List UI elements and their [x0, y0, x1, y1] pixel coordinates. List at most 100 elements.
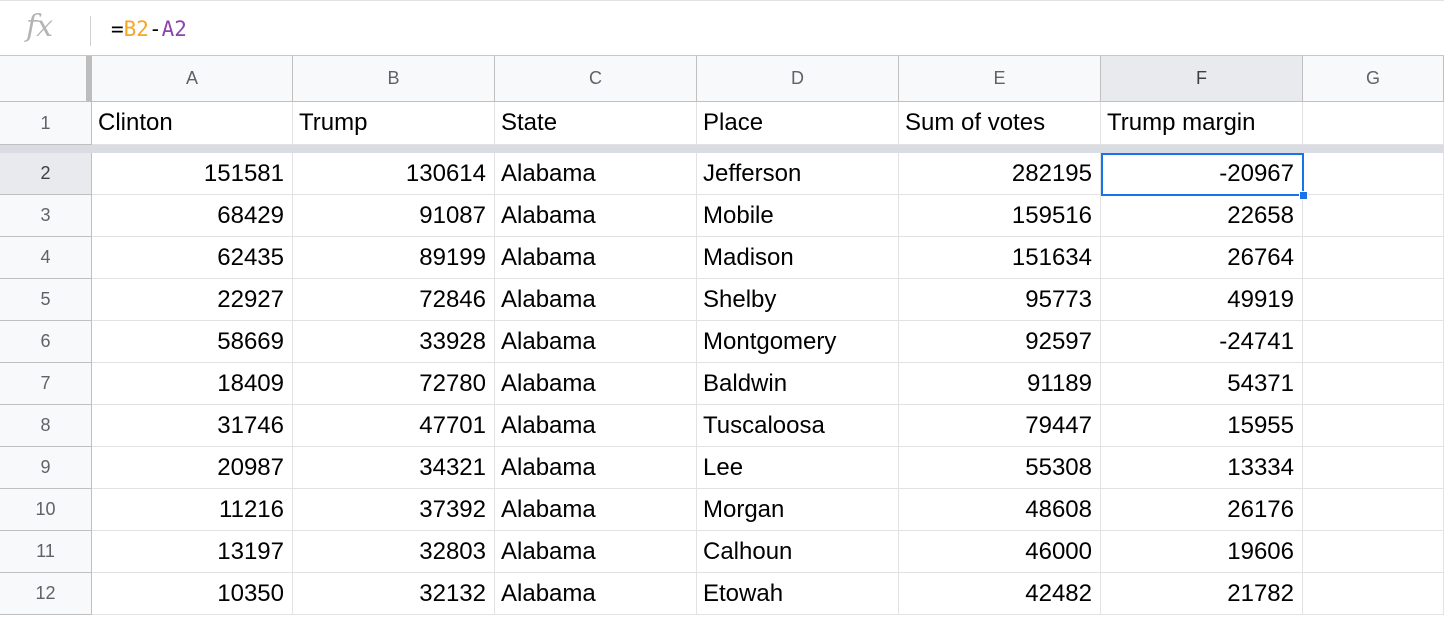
- table-cell[interactable]: Alabama: [495, 237, 697, 279]
- table-cell[interactable]: 159516: [899, 195, 1101, 237]
- table-cell[interactable]: [1303, 447, 1444, 489]
- table-cell[interactable]: 72780: [293, 363, 495, 405]
- row-header-5[interactable]: 5: [0, 279, 92, 321]
- table-cell[interactable]: 13197: [92, 531, 293, 573]
- table-cell[interactable]: [1303, 279, 1444, 321]
- table-cell[interactable]: 48608: [899, 489, 1101, 531]
- table-cell[interactable]: 91087: [293, 195, 495, 237]
- table-cell[interactable]: 33928: [293, 321, 495, 363]
- table-cell[interactable]: 62435: [92, 237, 293, 279]
- table-cell[interactable]: 15955: [1101, 405, 1303, 447]
- table-cell[interactable]: 22927: [92, 279, 293, 321]
- row-header-4[interactable]: 4: [0, 237, 92, 279]
- table-cell[interactable]: 46000: [899, 531, 1101, 573]
- table-cell[interactable]: Mobile: [697, 195, 899, 237]
- table-cell[interactable]: 68429: [92, 195, 293, 237]
- column-header-a[interactable]: A: [92, 56, 293, 102]
- table-cell[interactable]: Alabama: [495, 195, 697, 237]
- table-cell[interactable]: Alabama: [495, 321, 697, 363]
- table-cell[interactable]: 58669: [92, 321, 293, 363]
- table-cell[interactable]: Morgan: [697, 489, 899, 531]
- table-cell[interactable]: Alabama: [495, 405, 697, 447]
- row-header-8[interactable]: 8: [0, 405, 92, 447]
- table-cell[interactable]: 42482: [899, 573, 1101, 615]
- row-header-7[interactable]: 7: [0, 363, 92, 405]
- table-cell[interactable]: Shelby: [697, 279, 899, 321]
- table-cell[interactable]: 89199: [293, 237, 495, 279]
- table-cell[interactable]: 95773: [899, 279, 1101, 321]
- column-header-b[interactable]: B: [293, 56, 495, 102]
- header-cell[interactable]: Trump: [293, 102, 495, 145]
- table-cell[interactable]: 54371: [1101, 363, 1303, 405]
- table-cell[interactable]: 151581: [92, 153, 293, 195]
- row-header-1[interactable]: 1: [0, 102, 92, 145]
- row-header-12[interactable]: 12: [0, 573, 92, 615]
- select-all-corner[interactable]: [0, 56, 92, 102]
- table-cell[interactable]: 32803: [293, 531, 495, 573]
- row-header-9[interactable]: 9: [0, 447, 92, 489]
- table-cell[interactable]: 47701: [293, 405, 495, 447]
- table-cell[interactable]: [1303, 153, 1444, 195]
- table-cell[interactable]: 34321: [293, 447, 495, 489]
- table-cell[interactable]: Madison: [697, 237, 899, 279]
- table-cell[interactable]: Jefferson: [697, 153, 899, 195]
- table-cell[interactable]: 91189: [899, 363, 1101, 405]
- column-header-g[interactable]: G: [1303, 56, 1444, 102]
- table-cell[interactable]: Alabama: [495, 573, 697, 615]
- table-cell[interactable]: [1303, 237, 1444, 279]
- table-cell[interactable]: Baldwin: [697, 363, 899, 405]
- table-cell[interactable]: 130614: [293, 153, 495, 195]
- table-cell[interactable]: 282195: [899, 153, 1101, 195]
- table-cell[interactable]: Alabama: [495, 153, 697, 195]
- column-header-d[interactable]: D: [697, 56, 899, 102]
- table-cell[interactable]: 20987: [92, 447, 293, 489]
- table-cell[interactable]: 79447: [899, 405, 1101, 447]
- table-cell[interactable]: 13334: [1101, 447, 1303, 489]
- table-cell[interactable]: 21782: [1101, 573, 1303, 615]
- table-cell[interactable]: [1303, 573, 1444, 615]
- table-cell[interactable]: 32132: [293, 573, 495, 615]
- table-cell[interactable]: Lee: [697, 447, 899, 489]
- table-cell[interactable]: [1303, 363, 1444, 405]
- frozen-row-divider[interactable]: [0, 145, 1444, 153]
- row-header-2[interactable]: 2: [0, 153, 92, 195]
- table-cell[interactable]: 37392: [293, 489, 495, 531]
- table-cell[interactable]: 11216: [92, 489, 293, 531]
- table-cell[interactable]: [1303, 195, 1444, 237]
- row-header-10[interactable]: 10: [0, 489, 92, 531]
- table-cell[interactable]: Calhoun: [697, 531, 899, 573]
- table-cell[interactable]: [1303, 405, 1444, 447]
- table-cell[interactable]: 19606: [1101, 531, 1303, 573]
- table-cell[interactable]: 72846: [293, 279, 495, 321]
- table-cell[interactable]: 92597: [899, 321, 1101, 363]
- row-header-6[interactable]: 6: [0, 321, 92, 363]
- column-header-e[interactable]: E: [899, 56, 1101, 102]
- header-cell[interactable]: Clinton: [92, 102, 293, 145]
- column-header-c[interactable]: C: [495, 56, 697, 102]
- table-cell[interactable]: 10350: [92, 573, 293, 615]
- table-cell[interactable]: [1303, 321, 1444, 363]
- header-cell[interactable]: State: [495, 102, 697, 145]
- table-cell[interactable]: 26764: [1101, 237, 1303, 279]
- header-cell[interactable]: [1303, 102, 1444, 145]
- table-cell[interactable]: Alabama: [495, 363, 697, 405]
- formula-input[interactable]: =B2-A2: [111, 17, 187, 41]
- table-cell[interactable]: 26176: [1101, 489, 1303, 531]
- header-cell[interactable]: Trump margin: [1101, 102, 1303, 145]
- table-cell[interactable]: 55308: [899, 447, 1101, 489]
- table-cell[interactable]: Etowah: [697, 573, 899, 615]
- fill-handle[interactable]: [1299, 191, 1308, 200]
- header-cell[interactable]: Sum of votes: [899, 102, 1101, 145]
- table-cell[interactable]: Montgomery: [697, 321, 899, 363]
- table-cell[interactable]: [1303, 531, 1444, 573]
- table-cell[interactable]: Alabama: [495, 531, 697, 573]
- table-cell[interactable]: Alabama: [495, 447, 697, 489]
- table-cell[interactable]: -20967: [1101, 153, 1303, 195]
- table-cell[interactable]: [1303, 489, 1444, 531]
- table-cell[interactable]: 22658: [1101, 195, 1303, 237]
- table-cell[interactable]: 31746: [92, 405, 293, 447]
- row-header-3[interactable]: 3: [0, 195, 92, 237]
- header-cell[interactable]: Place: [697, 102, 899, 145]
- table-cell[interactable]: Alabama: [495, 279, 697, 321]
- table-cell[interactable]: Alabama: [495, 489, 697, 531]
